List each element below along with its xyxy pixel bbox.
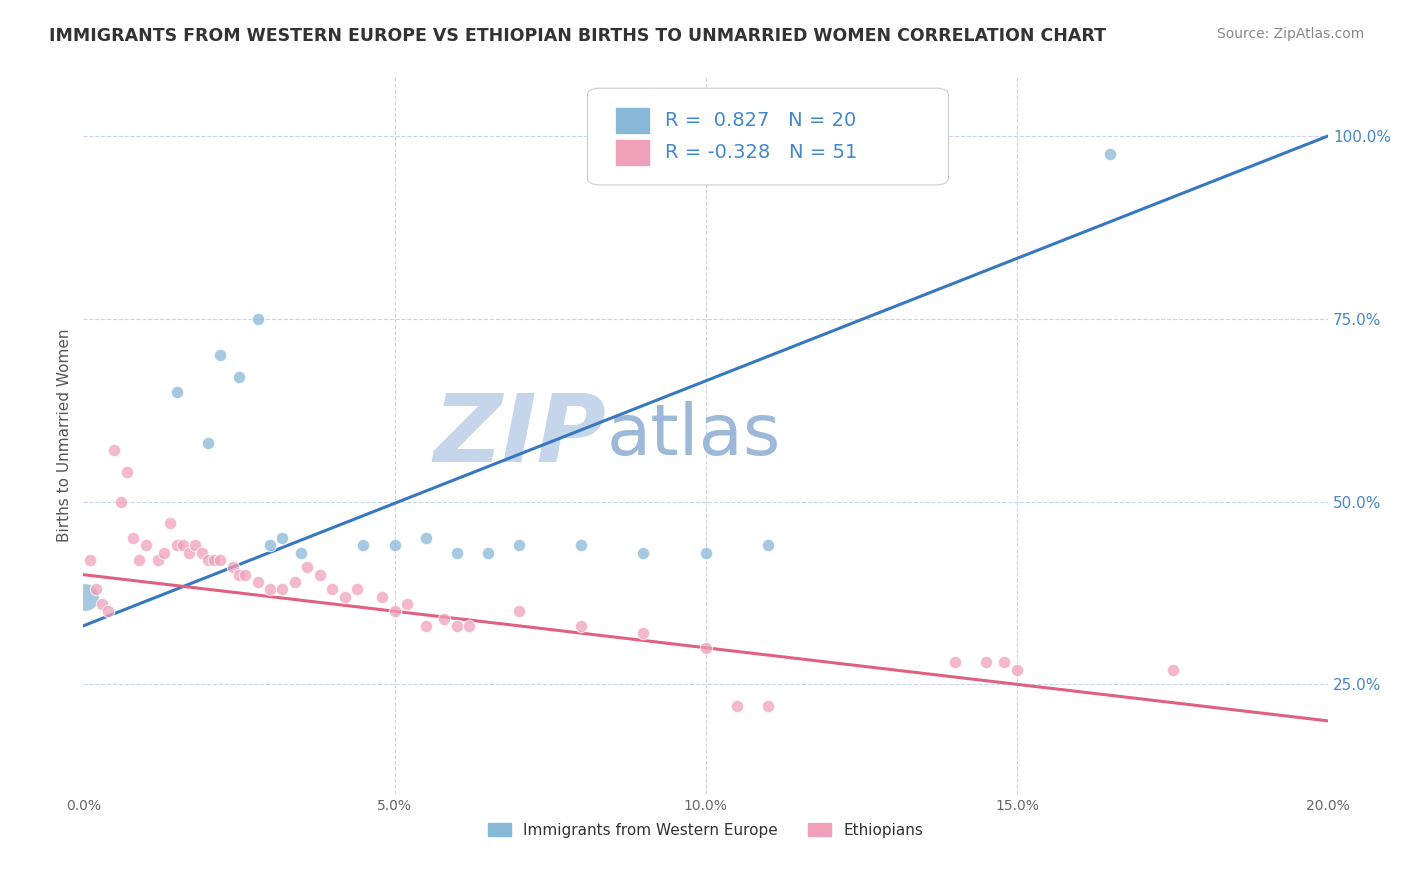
Point xyxy=(110,494,132,508)
Point xyxy=(695,640,717,655)
Point xyxy=(166,384,188,399)
Point xyxy=(209,348,232,362)
Point xyxy=(146,553,169,567)
Y-axis label: Births to Unmarried Women: Births to Unmarried Women xyxy=(58,329,72,542)
Point xyxy=(228,370,250,384)
FancyBboxPatch shape xyxy=(614,107,650,134)
Point xyxy=(221,560,243,574)
Point xyxy=(446,619,468,633)
Legend: Immigrants from Western Europe, Ethiopians: Immigrants from Western Europe, Ethiopia… xyxy=(482,816,929,844)
FancyBboxPatch shape xyxy=(588,88,949,185)
Point xyxy=(346,582,368,597)
Point xyxy=(352,538,374,552)
Point xyxy=(695,546,717,560)
Point xyxy=(197,436,219,450)
Point xyxy=(233,567,256,582)
Point xyxy=(159,516,181,531)
Point xyxy=(974,656,997,670)
FancyBboxPatch shape xyxy=(614,139,650,166)
Point xyxy=(259,538,281,552)
Text: ZIP: ZIP xyxy=(433,390,606,482)
Point xyxy=(569,619,592,633)
Point xyxy=(333,590,356,604)
Point xyxy=(284,574,307,589)
Point xyxy=(209,553,232,567)
Point xyxy=(321,582,343,597)
Text: IMMIGRANTS FROM WESTERN EUROPE VS ETHIOPIAN BIRTHS TO UNMARRIED WOMEN CORRELATIO: IMMIGRANTS FROM WESTERN EUROPE VS ETHIOP… xyxy=(49,27,1107,45)
Point xyxy=(433,611,456,625)
Point xyxy=(756,699,779,714)
Point xyxy=(91,597,114,611)
Point xyxy=(122,531,145,545)
Point xyxy=(202,553,225,567)
Point xyxy=(84,582,107,597)
Point xyxy=(128,553,150,567)
Point xyxy=(271,531,294,545)
Point xyxy=(228,567,250,582)
Point xyxy=(477,546,499,560)
Point xyxy=(115,465,138,479)
Point xyxy=(1005,663,1028,677)
Point xyxy=(756,538,779,552)
Point xyxy=(1099,147,1122,161)
Point xyxy=(725,699,748,714)
Point xyxy=(384,604,406,618)
Point xyxy=(508,538,530,552)
Point xyxy=(508,604,530,618)
Text: Source: ZipAtlas.com: Source: ZipAtlas.com xyxy=(1216,27,1364,41)
Point xyxy=(172,538,194,552)
Text: R = -0.328   N = 51: R = -0.328 N = 51 xyxy=(665,144,858,162)
Point xyxy=(395,597,418,611)
Point xyxy=(308,567,330,582)
Text: atlas: atlas xyxy=(606,401,780,470)
Point xyxy=(633,626,655,640)
Point xyxy=(103,443,125,458)
Point xyxy=(79,553,101,567)
Point xyxy=(384,538,406,552)
Point xyxy=(153,546,176,560)
Point xyxy=(415,531,437,545)
Point xyxy=(415,619,437,633)
Point xyxy=(166,538,188,552)
Point xyxy=(197,553,219,567)
Point xyxy=(184,538,207,552)
Point xyxy=(73,590,96,604)
Point xyxy=(246,311,269,326)
Point xyxy=(569,538,592,552)
Point xyxy=(458,619,481,633)
Point xyxy=(135,538,157,552)
Point xyxy=(943,656,966,670)
Point xyxy=(446,546,468,560)
Point xyxy=(297,560,319,574)
Point xyxy=(97,604,120,618)
Point xyxy=(246,574,269,589)
Point xyxy=(259,582,281,597)
Point xyxy=(1161,663,1184,677)
Text: R =  0.827   N = 20: R = 0.827 N = 20 xyxy=(665,111,856,130)
Point xyxy=(633,546,655,560)
Point xyxy=(371,590,394,604)
Point xyxy=(290,546,312,560)
Point xyxy=(271,582,294,597)
Point xyxy=(177,546,200,560)
Point xyxy=(993,656,1015,670)
Point xyxy=(190,546,212,560)
